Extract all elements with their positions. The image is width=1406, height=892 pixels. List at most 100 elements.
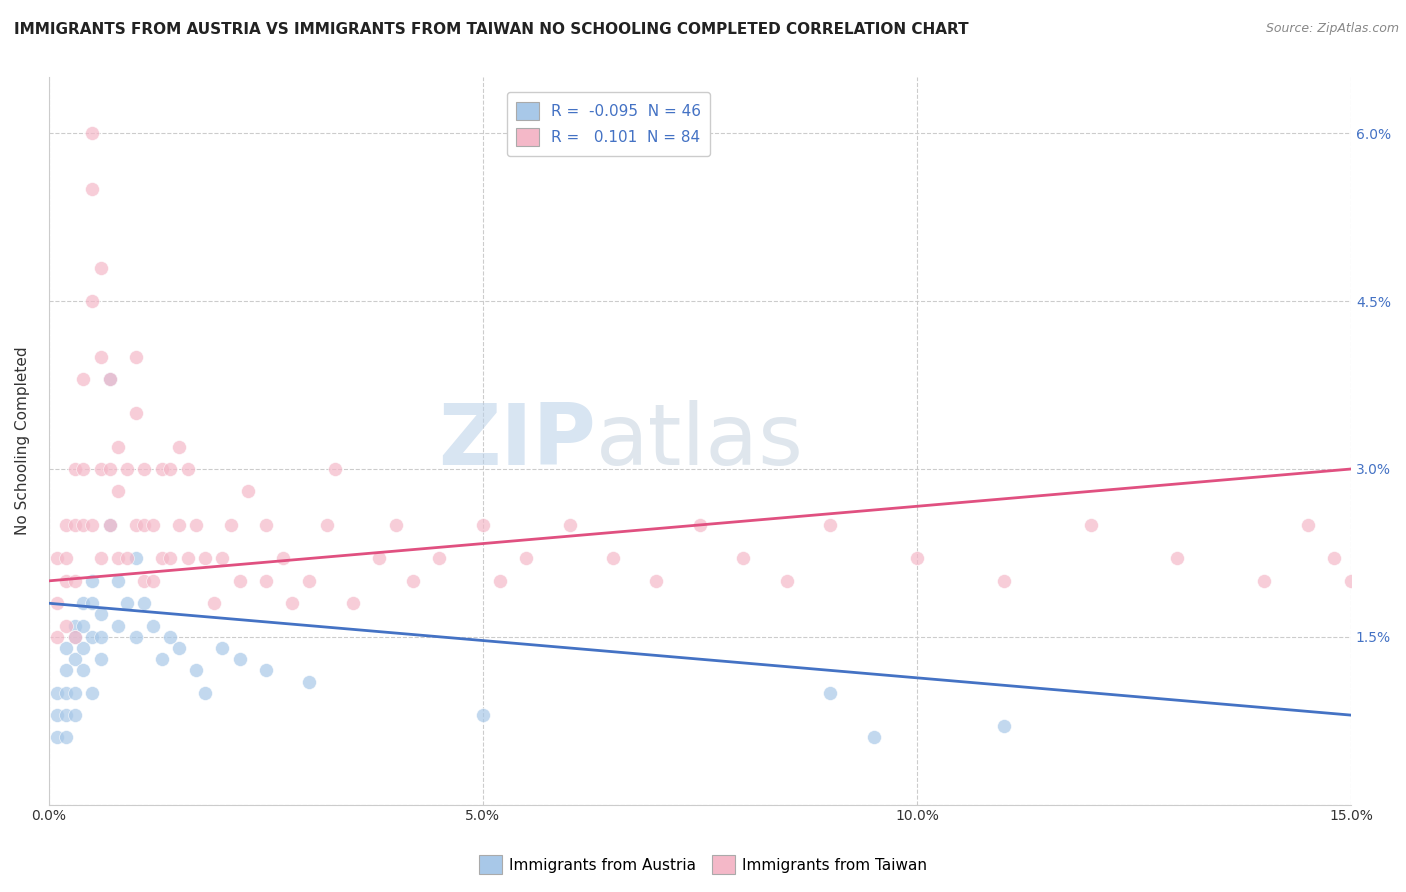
Point [142,574,165,588]
Point [176,551,198,566]
Point [298,574,321,588]
Point [818,686,841,700]
Point [72,664,94,678]
Point [115,462,138,476]
Point [993,719,1015,733]
Point [733,551,755,566]
Point [1365,630,1388,644]
Point [55,708,77,723]
Point [219,517,242,532]
Point [90,350,112,364]
Point [229,652,252,666]
Point [281,596,304,610]
Point [1080,517,1102,532]
Text: atlas: atlas [596,400,804,483]
Point [254,664,277,678]
Point [993,574,1015,588]
Point [55,731,77,745]
Point [72,596,94,610]
Point [46,551,69,566]
Point [471,708,494,723]
Point [342,596,364,610]
Point [63,574,86,588]
Point [63,462,86,476]
Point [55,574,77,588]
Point [46,708,69,723]
Point [82,182,104,196]
Point [211,640,233,655]
Point [134,462,156,476]
Point [515,551,537,566]
Point [150,462,173,476]
Point [90,652,112,666]
Point [55,686,77,700]
Point [1166,551,1188,566]
Point [602,551,624,566]
Point [55,551,77,566]
Point [167,440,190,454]
Point [72,462,94,476]
Point [115,551,138,566]
Point [254,517,277,532]
Point [82,127,104,141]
Point [818,517,841,532]
Point [72,517,94,532]
Point [1323,551,1346,566]
Point [82,630,104,644]
Point [229,574,252,588]
Point [558,517,581,532]
Point [238,484,260,499]
Point [1253,574,1275,588]
Point [107,440,129,454]
Point [323,462,346,476]
Point [63,630,86,644]
Point [55,664,77,678]
Point [107,618,129,632]
Point [367,551,389,566]
Point [202,596,225,610]
Point [167,517,190,532]
Point [271,551,294,566]
Legend: R =  -0.095  N = 46, R =   0.101  N = 84: R = -0.095 N = 46, R = 0.101 N = 84 [508,93,710,155]
Point [1340,574,1362,588]
Point [72,372,94,386]
Point [55,517,77,532]
Point [63,686,86,700]
Legend: Immigrants from Austria, Immigrants from Taiwan: Immigrants from Austria, Immigrants from… [472,849,934,880]
Point [159,462,181,476]
Point [689,517,711,532]
Point [645,574,668,588]
Text: IMMIGRANTS FROM AUSTRIA VS IMMIGRANTS FROM TAIWAN NO SCHOOLING COMPLETED CORRELA: IMMIGRANTS FROM AUSTRIA VS IMMIGRANTS FR… [14,22,969,37]
Point [72,640,94,655]
Y-axis label: No Schooling Completed: No Schooling Completed [15,347,30,535]
Point [63,630,86,644]
Point [98,372,121,386]
Point [124,406,146,420]
Point [98,517,121,532]
Point [55,618,77,632]
Point [98,462,121,476]
Point [862,731,884,745]
Point [176,462,198,476]
Text: ZIP: ZIP [437,400,596,483]
Point [82,517,104,532]
Point [90,607,112,622]
Point [46,630,69,644]
Point [98,517,121,532]
Point [82,294,104,309]
Point [82,574,104,588]
Point [82,686,104,700]
Point [402,574,425,588]
Point [124,551,146,566]
Point [186,664,208,678]
Point [194,551,217,566]
Point [46,686,69,700]
Point [63,652,86,666]
Point [186,517,208,532]
Point [159,630,181,644]
Point [776,574,799,588]
Point [72,618,94,632]
Point [98,372,121,386]
Point [905,551,928,566]
Point [107,484,129,499]
